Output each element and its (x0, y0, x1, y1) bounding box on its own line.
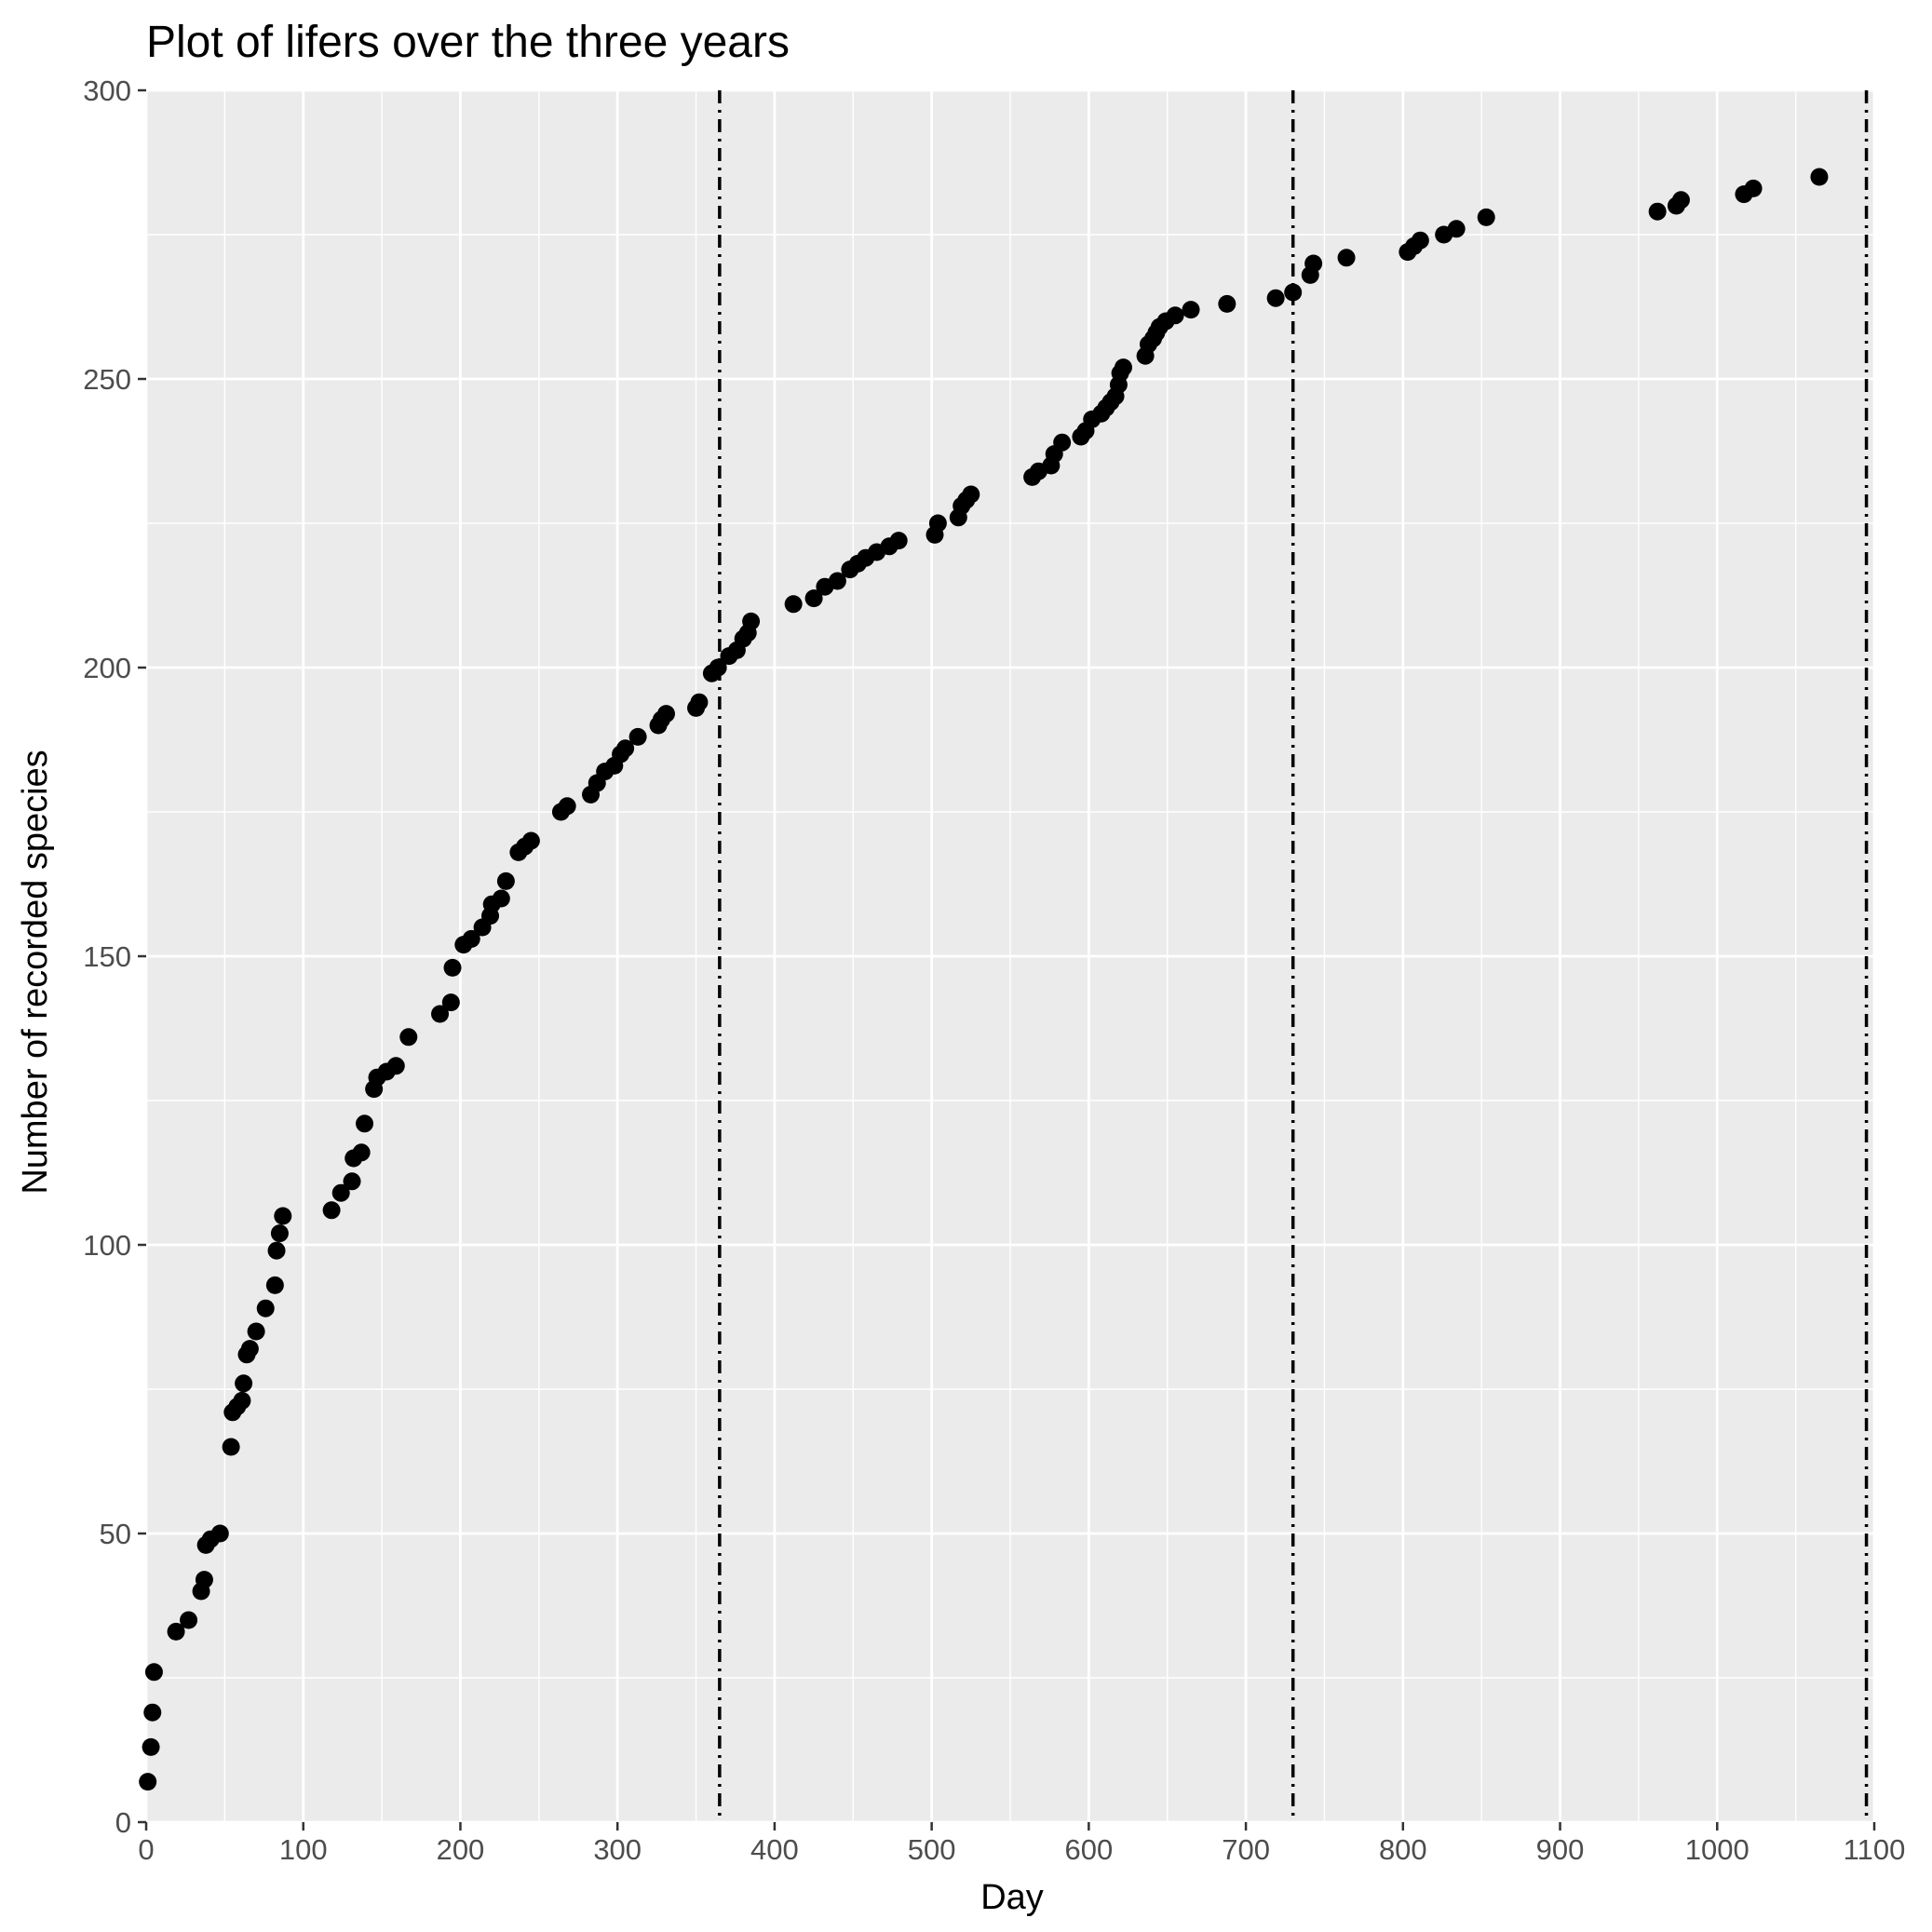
data-point (1304, 254, 1323, 273)
data-point (1114, 358, 1132, 377)
data-point (386, 1057, 405, 1075)
data-point (690, 693, 709, 711)
data-point (331, 1183, 350, 1202)
x-axis-title: Day (980, 1878, 1044, 1917)
data-point (521, 831, 540, 850)
data-point (1218, 294, 1236, 313)
data-point (256, 1299, 275, 1317)
data-point (1337, 249, 1356, 267)
data-point (784, 595, 803, 614)
data-point (616, 739, 635, 758)
data-point (804, 589, 823, 608)
data-point (267, 1241, 286, 1260)
data-point (247, 1322, 265, 1341)
data-point (180, 1611, 198, 1629)
y-tick-label: 200 (83, 652, 131, 684)
x-tick-label: 300 (593, 1833, 642, 1866)
data-point (1671, 191, 1690, 209)
y-tick-label: 0 (115, 1806, 131, 1839)
y-tick-label: 150 (83, 940, 131, 973)
data-point (143, 1703, 162, 1722)
data-point (274, 1207, 292, 1225)
data-point (1477, 208, 1495, 226)
data-points (139, 168, 1829, 1791)
major-gridlines (144, 88, 1876, 1824)
x-tick-label: 0 (138, 1833, 154, 1866)
x-tick-label: 200 (437, 1833, 485, 1866)
x-tick-label: 1000 (1685, 1833, 1750, 1866)
data-point (558, 797, 576, 816)
y-tick-label: 100 (83, 1229, 131, 1262)
data-point (431, 1005, 450, 1023)
y-axis: 0 50 100 150 200 250 300 (83, 74, 146, 1839)
data-point (496, 871, 515, 890)
y-tick-label: 50 (100, 1518, 131, 1550)
data-point (1182, 301, 1200, 319)
data-point (1411, 231, 1429, 250)
x-tick-label: 1100 (1844, 1833, 1906, 1866)
data-point (142, 1737, 160, 1756)
data-point (270, 1224, 289, 1243)
y-axis-title: Number of recorded species (16, 750, 55, 1194)
data-point (443, 958, 462, 977)
data-point (492, 889, 510, 908)
x-axis: 0 100 200 300 400 500 600 700 800 900 1000 1100 (138, 1822, 1905, 1866)
data-point (167, 1622, 185, 1641)
year-boundary-lines (718, 90, 1869, 1822)
chart-title: Plot of lifers over the three years (146, 18, 790, 67)
x-tick-label: 900 (1536, 1833, 1585, 1866)
data-point (709, 658, 727, 677)
data-point (222, 1438, 240, 1456)
data-point (889, 532, 908, 550)
data-point (233, 1391, 251, 1410)
data-point (1810, 168, 1829, 186)
data-point (628, 727, 647, 746)
data-point (1744, 179, 1763, 197)
data-point (144, 1663, 163, 1682)
y-tick-label: 250 (83, 363, 131, 396)
data-point (210, 1524, 229, 1543)
x-tick-label: 600 (1064, 1833, 1113, 1866)
data-point (356, 1115, 374, 1133)
data-point (1053, 433, 1072, 452)
y-tick-label: 300 (83, 74, 131, 107)
data-point (1266, 289, 1285, 307)
data-point (352, 1143, 371, 1162)
data-point (139, 1773, 157, 1791)
data-point (441, 993, 460, 1012)
data-point (1166, 306, 1184, 325)
x-tick-label: 700 (1222, 1833, 1270, 1866)
x-tick-label: 100 (279, 1833, 328, 1866)
data-point (462, 929, 480, 948)
data-point (962, 485, 980, 504)
data-point (1284, 283, 1303, 302)
data-point (656, 705, 675, 723)
data-point (343, 1172, 361, 1191)
x-tick-label: 400 (750, 1833, 799, 1866)
x-tick-label: 500 (908, 1833, 956, 1866)
data-point (828, 572, 846, 590)
data-point (265, 1276, 284, 1294)
data-point (240, 1340, 259, 1358)
data-point (399, 1028, 418, 1047)
data-point (235, 1374, 253, 1393)
data-point (742, 612, 761, 630)
data-point (928, 514, 947, 533)
x-tick-label: 800 (1379, 1833, 1427, 1866)
data-point (1447, 220, 1466, 238)
data-point (1648, 202, 1667, 221)
data-point (322, 1201, 341, 1220)
data-point (195, 1571, 213, 1589)
